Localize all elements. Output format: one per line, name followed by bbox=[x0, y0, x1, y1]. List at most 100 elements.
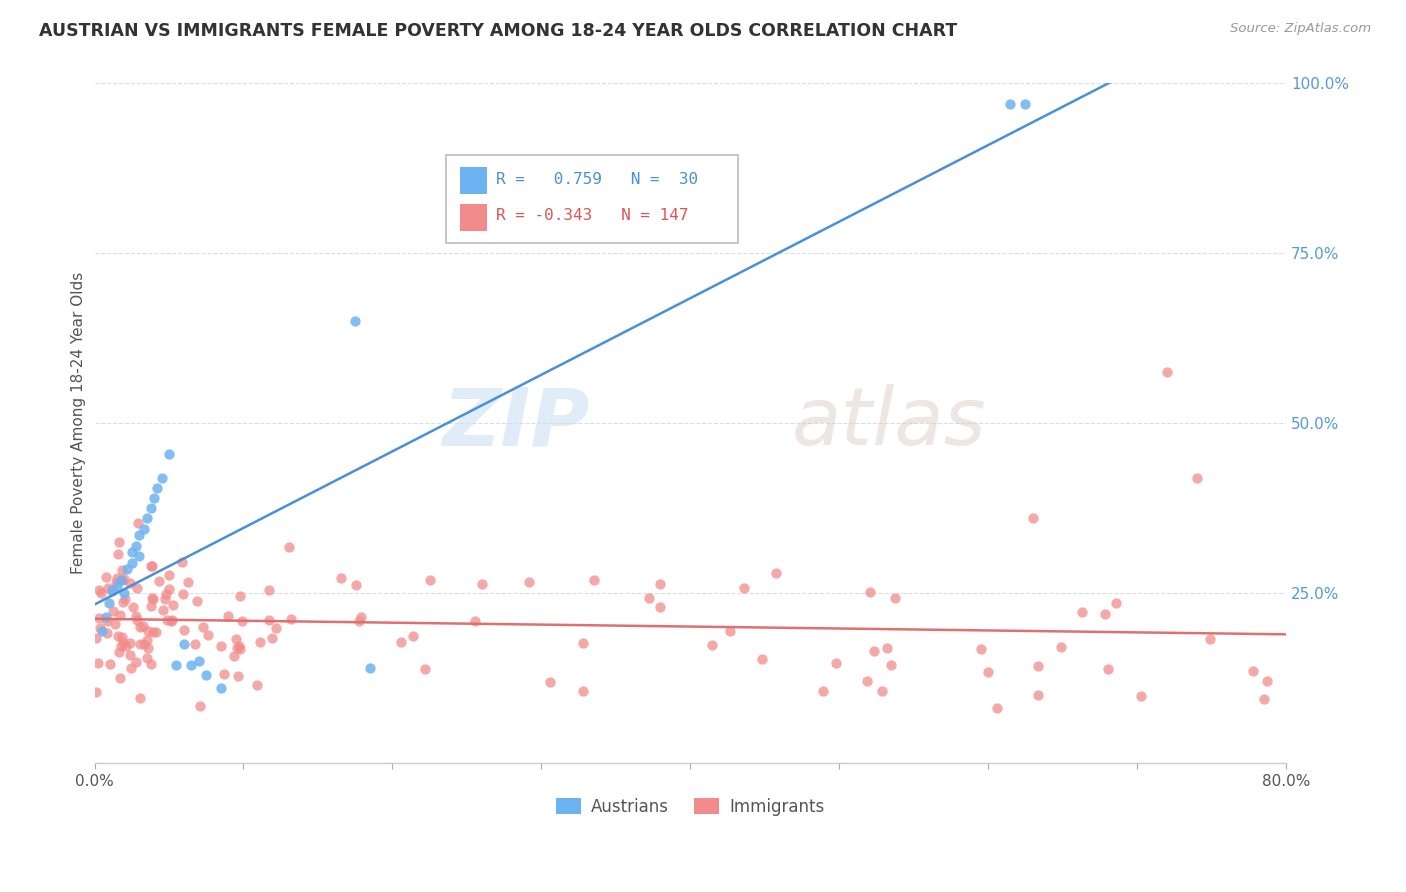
Austrians bbox=[157, 447, 180, 461]
Immigrants bbox=[111, 630, 134, 644]
Immigrants bbox=[112, 572, 135, 586]
Immigrants bbox=[1097, 662, 1119, 676]
Austrians bbox=[91, 624, 114, 638]
Immigrants bbox=[229, 589, 252, 603]
Immigrants bbox=[108, 671, 131, 685]
Austrians bbox=[173, 637, 195, 651]
Immigrants bbox=[110, 639, 132, 653]
Y-axis label: Female Poverty Among 18-24 Year Olds: Female Poverty Among 18-24 Year Olds bbox=[72, 272, 86, 574]
Immigrants bbox=[136, 640, 159, 655]
Immigrants bbox=[172, 555, 194, 569]
Immigrants bbox=[1185, 470, 1208, 484]
Immigrants bbox=[1070, 605, 1092, 619]
Immigrants bbox=[139, 657, 162, 672]
Immigrants bbox=[172, 587, 194, 601]
Immigrants bbox=[89, 621, 111, 635]
Immigrants bbox=[209, 639, 232, 653]
Immigrants bbox=[214, 667, 236, 681]
Immigrants bbox=[157, 568, 180, 582]
Immigrants bbox=[104, 617, 127, 632]
Austrians bbox=[359, 661, 381, 675]
Immigrants bbox=[87, 583, 110, 598]
Text: R = -0.343   N = 147: R = -0.343 N = 147 bbox=[496, 209, 689, 224]
Immigrants bbox=[160, 614, 183, 628]
Immigrants bbox=[1156, 365, 1178, 379]
Immigrants bbox=[1022, 511, 1045, 525]
Immigrants bbox=[111, 594, 134, 608]
Austrians bbox=[166, 657, 188, 672]
Austrians bbox=[1014, 96, 1036, 111]
Immigrants bbox=[112, 634, 135, 648]
Immigrants bbox=[156, 613, 179, 627]
Immigrants bbox=[155, 592, 177, 607]
Immigrants bbox=[108, 608, 131, 623]
Immigrants bbox=[855, 673, 877, 688]
Immigrants bbox=[139, 599, 162, 613]
Immigrants bbox=[122, 600, 145, 615]
FancyBboxPatch shape bbox=[446, 155, 738, 244]
Immigrants bbox=[84, 684, 107, 698]
Austrians bbox=[117, 562, 139, 576]
FancyBboxPatch shape bbox=[460, 167, 486, 194]
Immigrants bbox=[1050, 640, 1073, 654]
Immigrants bbox=[97, 581, 120, 595]
Immigrants bbox=[260, 632, 283, 646]
Immigrants bbox=[107, 547, 129, 561]
Immigrants bbox=[128, 620, 150, 634]
Immigrants bbox=[648, 600, 671, 615]
Immigrants bbox=[105, 574, 128, 589]
Austrians bbox=[180, 657, 202, 672]
Immigrants bbox=[120, 575, 142, 590]
Austrians bbox=[187, 654, 209, 668]
Immigrants bbox=[101, 583, 124, 598]
Immigrants bbox=[87, 657, 110, 671]
Immigrants bbox=[184, 637, 207, 651]
Immigrants bbox=[278, 541, 301, 555]
Immigrants bbox=[136, 624, 159, 639]
Immigrants bbox=[131, 619, 153, 633]
Immigrants bbox=[1199, 632, 1222, 647]
Immigrants bbox=[142, 625, 165, 640]
Immigrants bbox=[127, 516, 149, 530]
Immigrants bbox=[517, 574, 540, 589]
Immigrants bbox=[224, 648, 246, 663]
Immigrants bbox=[471, 577, 494, 591]
Immigrants bbox=[883, 591, 905, 606]
Immigrants bbox=[114, 592, 136, 607]
Immigrants bbox=[863, 644, 886, 658]
Austrians bbox=[121, 556, 143, 570]
Immigrants bbox=[111, 573, 134, 587]
Austrians bbox=[195, 667, 218, 681]
Austrians bbox=[1000, 96, 1022, 111]
Immigrants bbox=[1026, 659, 1049, 673]
Immigrants bbox=[125, 582, 148, 596]
Immigrants bbox=[257, 614, 280, 628]
Immigrants bbox=[124, 608, 146, 623]
Immigrants bbox=[329, 571, 352, 585]
Immigrants bbox=[969, 642, 991, 657]
Austrians bbox=[101, 582, 124, 597]
Immigrants bbox=[142, 592, 165, 607]
Immigrants bbox=[350, 609, 373, 624]
Immigrants bbox=[700, 638, 723, 652]
Immigrants bbox=[152, 603, 174, 617]
Immigrants bbox=[1094, 607, 1116, 622]
Immigrants bbox=[84, 631, 107, 645]
Immigrants bbox=[148, 574, 170, 588]
Immigrants bbox=[157, 582, 180, 597]
Immigrants bbox=[125, 655, 148, 669]
Immigrants bbox=[246, 678, 269, 692]
Immigrants bbox=[107, 645, 129, 659]
Immigrants bbox=[105, 571, 128, 585]
Immigrants bbox=[1026, 689, 1049, 703]
Austrians bbox=[105, 579, 128, 593]
Austrians bbox=[96, 610, 118, 624]
Immigrants bbox=[98, 657, 121, 671]
Immigrants bbox=[229, 642, 252, 657]
Immigrants bbox=[872, 684, 894, 698]
Immigrants bbox=[264, 621, 287, 635]
Austrians bbox=[98, 596, 121, 610]
Text: ZIP: ZIP bbox=[441, 384, 589, 462]
Immigrants bbox=[413, 662, 436, 676]
Austrians bbox=[141, 501, 163, 516]
